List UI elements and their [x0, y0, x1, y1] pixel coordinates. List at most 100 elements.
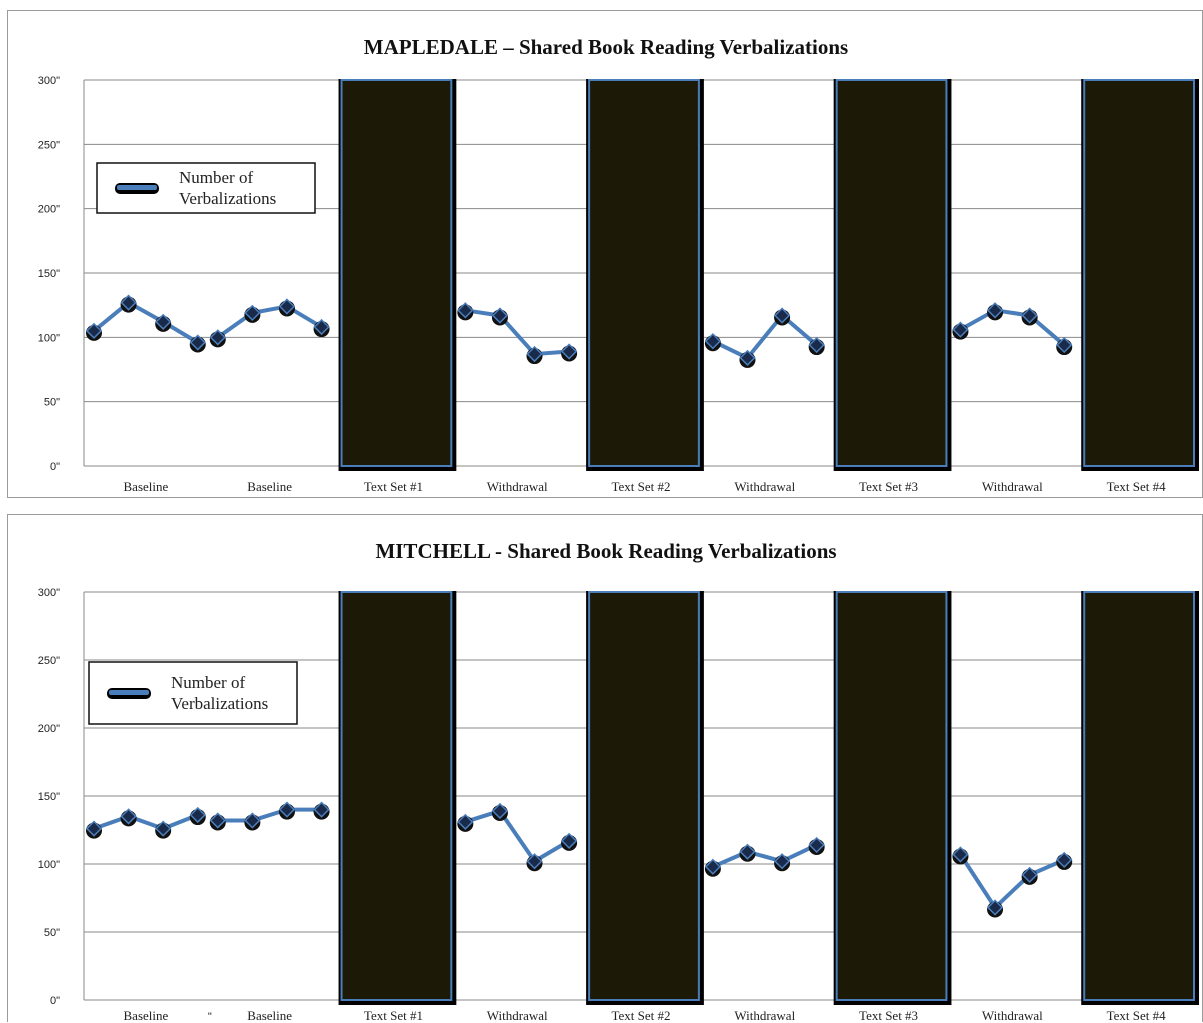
data-point: [704, 333, 722, 350]
data-point: [739, 349, 756, 367]
phase-block: [588, 591, 700, 1001]
data-point: [85, 820, 103, 837]
data-point: [952, 846, 969, 863]
data-point: [189, 806, 206, 824]
data-point: [120, 294, 137, 311]
x-category-label: Text Set #4: [1107, 479, 1167, 494]
phase-block: [835, 79, 948, 467]
y-tick-label: 100": [38, 859, 60, 871]
data-point: [808, 836, 825, 854]
y-tick-label: 200": [38, 204, 60, 216]
x-category-label: Text Set #2: [611, 479, 670, 494]
data-point: [457, 813, 474, 830]
y-tick-label: 300": [38, 587, 60, 599]
x-category-label: Baseline: [124, 1008, 169, 1023]
y-tick-label: 0": [50, 995, 60, 1007]
data-point: [155, 820, 172, 837]
series-line: [464, 808, 571, 864]
phase-block: [340, 591, 453, 1001]
x-category-label: Text Set #2: [611, 1008, 670, 1023]
legend-swatch: [109, 690, 149, 695]
y-tick-label: 250": [38, 655, 60, 667]
data-point: [1056, 336, 1073, 354]
stray-label: ": [208, 1011, 212, 1023]
series-line: [712, 313, 818, 360]
x-category-label: Text Set #1: [364, 1008, 423, 1023]
x-category-label: Baseline: [124, 479, 169, 494]
data-point: [1056, 851, 1073, 869]
data-point: [704, 858, 722, 875]
legend-label-line1: Number of: [171, 673, 245, 692]
data-point: [739, 843, 756, 860]
y-tick-label: 200": [38, 723, 60, 735]
data-point: [560, 343, 578, 360]
data-point: [560, 832, 578, 850]
x-category-label: Baseline: [247, 479, 292, 494]
data-point: [85, 322, 103, 340]
data-point: [526, 345, 543, 363]
data-point: [1021, 866, 1038, 884]
y-tick-label: 0": [50, 461, 60, 473]
phase-block: [835, 591, 948, 1001]
y-tick-label: 50": [44, 927, 60, 939]
mitchell-chart-panel: MITCHELL - Shared Book Reading Verbaliza…: [7, 514, 1203, 1023]
x-category-label: Withdrawal: [487, 479, 548, 494]
data-point: [1021, 307, 1038, 324]
data-point: [278, 801, 296, 818]
series-line: [958, 853, 1066, 910]
data-point: [773, 307, 791, 324]
data-point: [808, 336, 825, 354]
data-point: [244, 812, 261, 829]
y-tick-label: 150": [38, 791, 60, 803]
chart-title: MITCHELL - Shared Book Reading Verbaliza…: [375, 539, 836, 563]
series-line: [92, 300, 199, 345]
series-line: [959, 308, 1066, 347]
legend-swatch: [117, 185, 157, 190]
legend-label-line2: Verbalizations: [179, 189, 276, 208]
mitchell-chart: MITCHELL - Shared Book Reading Verbaliza…: [38, 539, 1199, 1023]
mapledale-chart: MAPLEDALE – Shared Book Reading Verbaliz…: [38, 35, 1199, 494]
data-point: [120, 808, 137, 825]
data-point: [209, 812, 226, 829]
data-point: [491, 307, 509, 324]
chart-title: MAPLEDALE – Shared Book Reading Verbaliz…: [364, 35, 848, 59]
data-point: [986, 899, 1004, 916]
y-tick-label: 50": [44, 397, 60, 409]
x-category-label: Withdrawal: [487, 1008, 548, 1023]
data-point: [313, 801, 330, 818]
series-line: [465, 308, 570, 357]
phase-block: [1083, 79, 1195, 467]
data-point: [773, 853, 791, 870]
legend-label-line2: Verbalizations: [171, 694, 268, 713]
y-tick-label: 100": [38, 332, 60, 344]
x-category-label: Text Set #3: [859, 479, 918, 494]
series-line: [93, 813, 199, 831]
y-tick-label: 150": [38, 268, 60, 280]
mapledale-chart-panel: MAPLEDALE – Shared Book Reading Verbaliz…: [7, 10, 1203, 498]
series-line: [712, 843, 818, 869]
y-tick-label: 300": [38, 75, 60, 87]
data-point: [491, 802, 509, 820]
phase-block: [340, 79, 453, 467]
data-point: [209, 329, 226, 346]
phase-block: [588, 79, 700, 467]
x-category-label: Withdrawal: [982, 1008, 1043, 1023]
x-category-label: Baseline: [247, 1008, 292, 1023]
x-category-label: Withdrawal: [734, 479, 795, 494]
y-tick-label: 250": [38, 139, 60, 151]
data-point: [526, 853, 543, 870]
data-point: [986, 302, 1004, 319]
data-point: [457, 302, 474, 319]
x-category-label: Withdrawal: [982, 479, 1043, 494]
data-point: [278, 298, 296, 315]
series-line: [217, 807, 322, 823]
x-category-label: Text Set #1: [364, 479, 423, 494]
series-line: [216, 304, 323, 339]
phase-block: [1083, 591, 1195, 1001]
x-category-label: Text Set #3: [859, 1008, 918, 1023]
data-point: [155, 313, 172, 331]
legend-label-line1: Number of: [179, 168, 253, 187]
data-point: [189, 334, 206, 351]
data-point: [952, 321, 969, 338]
x-category-label: Text Set #4: [1107, 1008, 1167, 1023]
